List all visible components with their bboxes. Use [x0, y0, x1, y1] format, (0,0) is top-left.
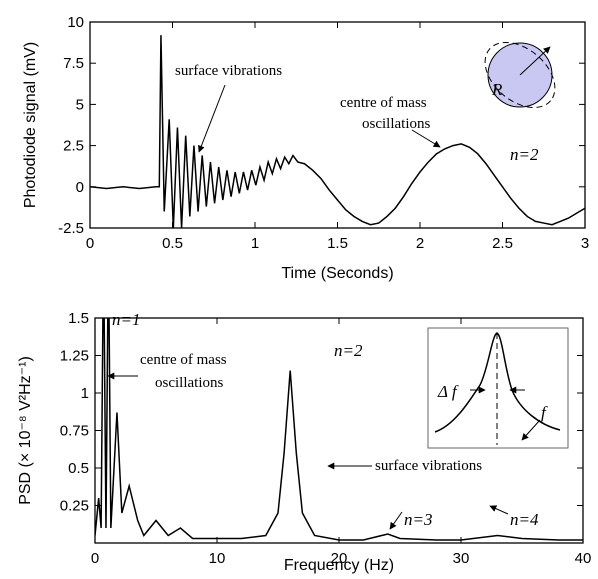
annotation: oscillations	[155, 375, 223, 391]
annotation: n=1	[112, 310, 140, 329]
x-tick-label: 2	[416, 235, 424, 252]
y-tick-label: 1	[81, 385, 89, 402]
y-tick-label: 10	[67, 14, 84, 31]
annotation-arrow	[489, 505, 509, 515]
y-axis-label: PSD (× 10⁻⁸ V²Hz⁻¹)	[17, 356, 34, 505]
annotation: f	[541, 403, 548, 422]
y-tick-label: 0	[76, 179, 84, 196]
annotation-arrow	[198, 84, 226, 153]
annotation-arrow	[389, 511, 403, 530]
y-tick-label: 0.75	[60, 423, 89, 440]
annotation: centre of mass	[140, 352, 227, 368]
annotation: surface vibrations	[175, 63, 282, 79]
x-axis-label: Frequency (Hz)	[284, 557, 394, 574]
y-tick-label: 7.5	[63, 55, 84, 72]
y-tick-label: 1.25	[60, 348, 89, 365]
x-tick-label: 3	[581, 235, 589, 252]
x-axis-label: Time (Seconds)	[281, 265, 393, 282]
x-tick-label: 1.5	[327, 235, 348, 252]
annotation: R	[491, 80, 503, 99]
y-tick-label: -2.5	[58, 220, 84, 237]
x-tick-label: 0.5	[162, 235, 183, 252]
circle-sketch	[484, 41, 556, 109]
x-tick-label: 30	[453, 550, 470, 567]
signal-line	[95, 318, 583, 541]
x-tick-label: 20	[331, 550, 348, 567]
x-tick-label: 10	[209, 550, 226, 567]
x-tick-label: 0	[86, 235, 94, 252]
y-tick-label: 0.5	[68, 460, 89, 477]
y-axis-label: Photodiode signal (mV)	[22, 42, 39, 208]
annotation: Δ f	[437, 382, 459, 401]
x-tick-label: 2.5	[492, 235, 513, 252]
annotation: centre of mass	[340, 95, 427, 111]
signal-line	[90, 35, 585, 228]
inset	[427, 327, 569, 449]
x-tick-label: 40	[575, 550, 592, 567]
annotation-arrow	[411, 129, 441, 148]
annotation: n=2	[334, 341, 363, 360]
x-tick-label: 0	[91, 550, 99, 567]
y-tick-label: 1.5	[68, 310, 89, 327]
y-tick-label: 2.5	[63, 138, 84, 155]
annotation: surface vibrations	[375, 458, 482, 474]
annotation: n=4	[510, 510, 539, 529]
y-tick-label: 0.25	[60, 498, 89, 515]
y-tick-label: 5	[76, 96, 84, 113]
annotation: n=3	[404, 510, 432, 529]
x-tick-label: 1	[251, 235, 259, 252]
annotation: n=2	[510, 145, 539, 164]
annotation: oscillations	[362, 116, 430, 132]
